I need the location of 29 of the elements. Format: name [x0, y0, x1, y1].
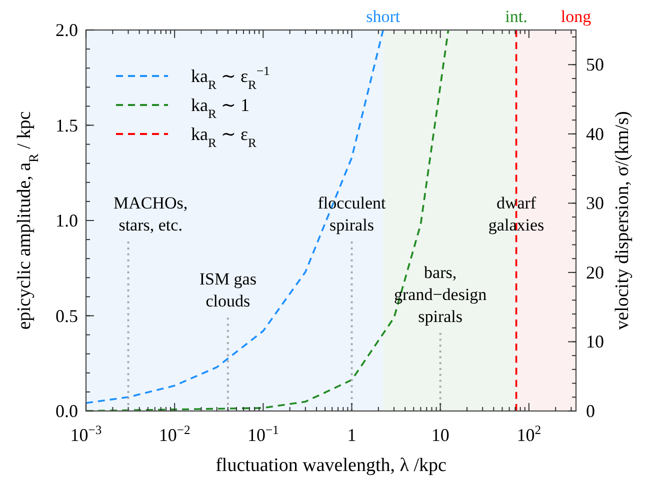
legend-label: ka$_{R}$ ∼ 1	[191, 95, 250, 121]
x-tick-label: 10$^{−3}$	[70, 423, 102, 445]
x-tick-label: 10$^{−2}$	[158, 423, 190, 445]
annotation: dwarf galaxies	[488, 193, 544, 234]
y2-tick-label: 30	[586, 193, 604, 214]
legend-label: ka$_{R}$ ∼ ε$_{R}$	[191, 124, 258, 150]
annotation: ISM gas clouds	[199, 270, 256, 311]
y2-tick-label: 40	[586, 124, 604, 144]
y2-tick-label: 50	[586, 54, 604, 75]
x-tick-label: 10	[431, 425, 450, 445]
band-label: long	[560, 7, 592, 26]
band-label: int.	[505, 7, 528, 26]
y-tick-label: 1.0	[56, 210, 78, 230]
annotation: bars, grand−design spirals	[394, 262, 488, 326]
x-axis-title: fluctuation wavelength, λ /kpc	[216, 455, 446, 476]
y2-tick-label: 10	[586, 332, 604, 352]
y-tick-label: 0.5	[56, 306, 78, 326]
y-tick-label: 2.0	[56, 20, 78, 40]
y2-axis-title: velocity dispersion, σ/(km/s)	[612, 111, 633, 330]
annotation: MACHOs, stars, etc.	[114, 193, 188, 234]
annotation: flocculent spirals	[318, 193, 386, 234]
y-tick-label: 1.5	[56, 115, 78, 136]
x-tick-label: 10$^{2}$	[516, 423, 542, 445]
y2-tick-label: 0	[586, 401, 595, 421]
y-tick-label: 0.0	[56, 401, 78, 421]
x-tick-label: 1	[347, 425, 356, 445]
x-tick-label: 10$^{−1}$	[247, 423, 279, 445]
y2-tick-label: 20	[586, 262, 604, 282]
band-label: short	[366, 7, 400, 26]
